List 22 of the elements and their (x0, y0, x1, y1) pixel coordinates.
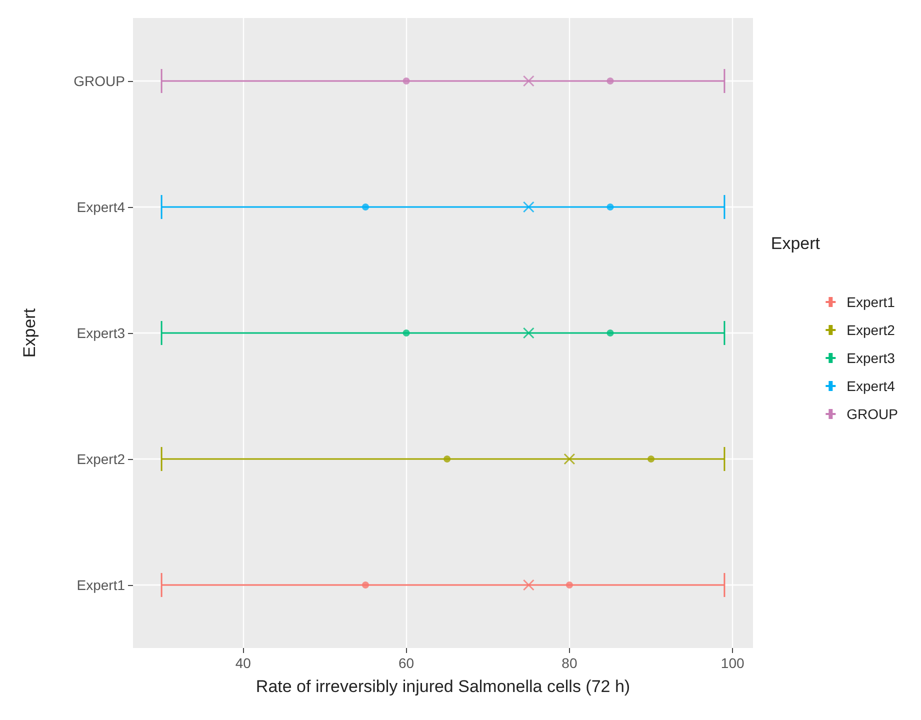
point (522, 201, 534, 213)
legend-title: Expert (770, 234, 820, 253)
legend-label: Expert4 (846, 378, 896, 394)
y-tick-label: Expert1 (76, 577, 126, 593)
y-tick-label: Expert3 (76, 325, 126, 341)
legend-label: Expert1 (846, 294, 896, 310)
point (522, 75, 534, 87)
point (564, 453, 576, 465)
legend-label: Expert2 (846, 322, 896, 338)
x-axis-title: Rate of irreversibly injured Salmonella cells (72 h) (256, 677, 630, 696)
point (522, 579, 534, 591)
x-tick-label: 100 (720, 655, 744, 671)
y-axis-title: Expert (20, 308, 39, 358)
legend-label: GROUP (846, 406, 898, 422)
y-tick-label: GROUP (74, 73, 125, 89)
x-tick-label: 80 (562, 655, 578, 671)
point (522, 327, 534, 339)
x-tick-label: 60 (398, 655, 414, 671)
y-tick-label: Expert4 (76, 199, 126, 215)
x-tick-label: 40 (235, 655, 252, 671)
y-tick-label: Expert2 (76, 451, 126, 467)
legend-label: Expert3 (846, 350, 896, 366)
